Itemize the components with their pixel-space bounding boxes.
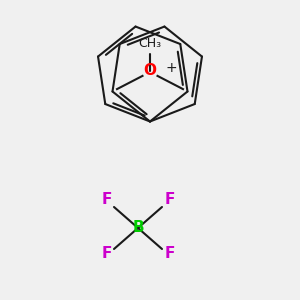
Text: +: + (166, 61, 177, 75)
Text: F: F (101, 192, 112, 207)
Text: F: F (164, 246, 175, 261)
Text: CH₃: CH₃ (138, 37, 162, 50)
Text: F: F (164, 192, 175, 207)
Text: O: O (143, 63, 157, 78)
Text: F: F (101, 246, 112, 261)
Text: B: B (132, 220, 144, 236)
